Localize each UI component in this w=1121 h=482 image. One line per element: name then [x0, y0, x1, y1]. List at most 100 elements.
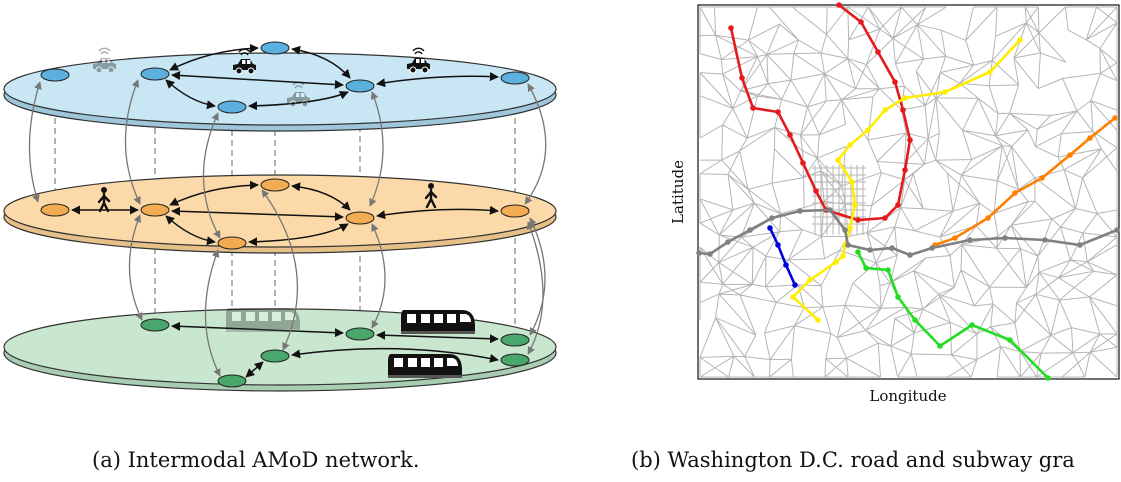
- subway-station: [1087, 135, 1093, 141]
- walk-node: [500, 204, 530, 218]
- subway-station: [847, 225, 853, 231]
- subway-station: [967, 237, 973, 243]
- transit-layer: [3, 308, 557, 392]
- walk-node: [140, 203, 170, 217]
- subway-station: [912, 317, 918, 323]
- transit-node: [260, 349, 290, 363]
- subway-station: [875, 49, 881, 55]
- subway-station: [842, 227, 848, 233]
- subway-station: [937, 343, 943, 349]
- subway-station: [952, 235, 958, 241]
- road-segments: [699, 6, 1118, 378]
- subway-station: [783, 262, 789, 268]
- subway-station: [1112, 115, 1118, 121]
- subway-station: [889, 245, 895, 251]
- subway-station: [807, 277, 813, 283]
- subway-station: [790, 294, 796, 300]
- subway-station: [775, 109, 781, 115]
- transfer-arcs: [28, 79, 547, 377]
- subway-station: [739, 75, 745, 81]
- subway-station: [813, 188, 819, 194]
- subway-station: [863, 265, 869, 271]
- subway-station: [892, 79, 898, 85]
- subway-station: [787, 132, 793, 138]
- subway-station: [767, 225, 773, 231]
- road-subway-map: Longitude Latitude: [669, 2, 1120, 405]
- subway-station: [867, 247, 873, 253]
- subway-station: [882, 215, 888, 221]
- road-node: [345, 79, 375, 93]
- transit-node: [345, 327, 375, 341]
- subway-station: [852, 202, 858, 208]
- subway-station: [707, 251, 713, 257]
- subway-lines: [696, 2, 1120, 381]
- road-node: [500, 71, 530, 85]
- x-axis-label: Longitude: [869, 387, 946, 405]
- subway-station: [882, 107, 888, 113]
- figure: Longitude Latitude: [3, 2, 1120, 405]
- road-layer: [3, 41, 557, 132]
- subway-station: [1002, 235, 1008, 241]
- subway-station: [858, 19, 864, 25]
- subway-station: [1017, 37, 1023, 43]
- subway-station: [836, 2, 842, 8]
- subway-station: [900, 107, 906, 113]
- subway-station: [840, 253, 846, 259]
- subway-station: [728, 25, 734, 31]
- subway-station: [985, 215, 991, 221]
- train-icon: [388, 354, 462, 378]
- subway-station: [902, 95, 908, 101]
- subway-station: [1045, 375, 1051, 381]
- transit-node: [217, 374, 247, 388]
- road-node: [217, 100, 247, 114]
- road-network: [699, 6, 1118, 378]
- transit-node: [500, 353, 530, 367]
- subway-station: [1007, 337, 1013, 343]
- caption-b: (b) Washington D.C. road and subway gra: [631, 448, 1075, 472]
- subway-station: [969, 322, 975, 328]
- walking-layer: [3, 174, 557, 254]
- subway-station: [907, 137, 913, 143]
- subway-station: [885, 267, 891, 273]
- subway-station: [775, 242, 781, 248]
- transit-node: [500, 333, 530, 347]
- subway-station: [1039, 175, 1045, 181]
- subway-station: [865, 127, 871, 133]
- subway-station: [895, 294, 901, 300]
- road-node: [140, 67, 170, 81]
- road-node: [260, 41, 290, 55]
- subway-station: [942, 89, 948, 95]
- subway-station: [800, 160, 806, 166]
- subway-station: [845, 242, 851, 248]
- walk-node: [345, 211, 375, 225]
- subway-station: [815, 317, 821, 323]
- subway-station: [769, 215, 775, 221]
- subway-station: [750, 105, 756, 111]
- subway-station: [1067, 152, 1073, 158]
- subway-station: [849, 179, 855, 185]
- subway-station: [895, 202, 901, 208]
- subway-station: [827, 207, 833, 213]
- subway-station: [797, 208, 803, 214]
- subway-station: [907, 252, 913, 258]
- orange-line: [934, 116, 1116, 247]
- train-icon: [401, 310, 475, 334]
- subway-station: [1114, 227, 1120, 233]
- subway-station: [835, 157, 841, 163]
- subway-station: [1042, 237, 1048, 243]
- subway-station: [929, 245, 935, 251]
- layer-diagram: [3, 41, 557, 392]
- subway-station: [833, 259, 839, 265]
- road-node: [40, 68, 70, 82]
- subway-station: [902, 167, 908, 173]
- subway-station: [1077, 242, 1083, 248]
- blue-line: [768, 227, 797, 286]
- train-icon: [226, 308, 300, 332]
- y-axis-label: Latitude: [669, 160, 687, 224]
- subway-station: [855, 249, 861, 255]
- subway-station: [792, 282, 798, 288]
- silver-line: [698, 208, 1118, 257]
- red-line: [729, 3, 912, 222]
- transit-node: [140, 318, 170, 332]
- subway-station: [987, 69, 993, 75]
